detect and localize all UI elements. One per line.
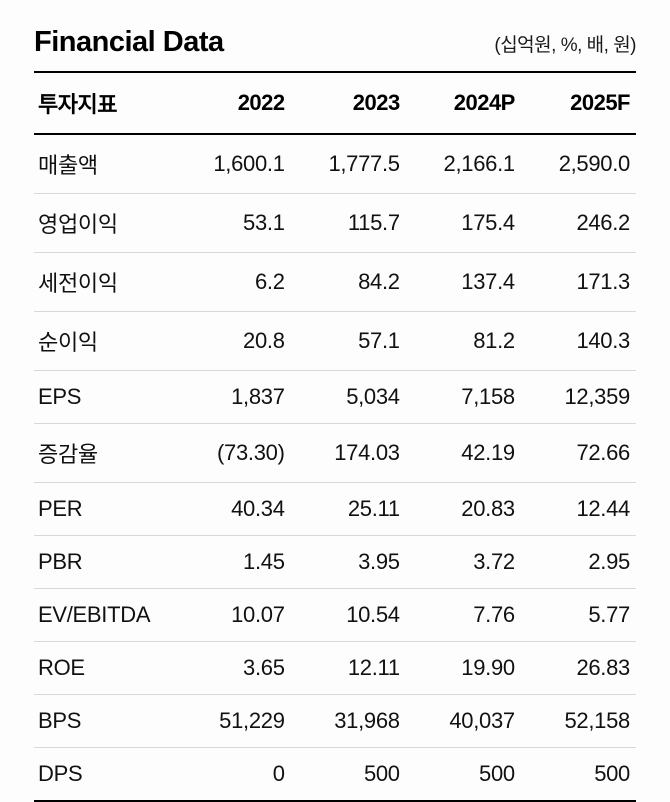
cell-value: 174.03 [290,423,406,483]
table-row: BPS 51,229 31,968 40,037 52,158 [34,694,636,748]
row-label: 증감율 [34,423,176,483]
cell-value: 52,158 [520,694,636,748]
table-row: 매출액 1,600.1 1,777.5 2,166.1 2,590.0 [34,134,636,194]
table-title-row: Financial Data (십억원, %, 배, 원) [34,26,636,71]
cell-value: 84.2 [290,252,406,312]
table-row: 세전이익 6.2 84.2 137.4 171.3 [34,252,636,312]
row-label: ROE [34,641,176,695]
cell-value: 7.76 [405,588,521,642]
cell-value: 2.95 [520,535,636,589]
cell-value: 57.1 [290,311,406,371]
row-label: PER [34,482,176,536]
cell-value: 140.3 [520,311,636,371]
cell-value: 20.8 [175,311,291,371]
cell-value: 6.2 [175,252,291,312]
row-label: DPS [34,747,176,802]
row-label: 매출액 [34,134,176,194]
cell-value: 0 [175,747,291,802]
column-header-year: 2023 [290,72,406,135]
row-label: EV/EBITDA [34,588,176,642]
cell-value: (73.30) [175,423,291,483]
row-label: 영업이익 [34,193,176,253]
row-label: PBR [34,535,176,589]
cell-value: 500 [405,747,521,802]
cell-value: 175.4 [405,193,521,253]
cell-value: 81.2 [405,311,521,371]
table-row: 영업이익 53.1 115.7 175.4 246.2 [34,193,636,253]
table-row: 순이익 20.8 57.1 81.2 140.3 [34,311,636,371]
cell-value: 26.83 [520,641,636,695]
cell-value: 171.3 [520,252,636,312]
cell-value: 3.65 [175,641,291,695]
cell-value: 12.44 [520,482,636,536]
row-label: 세전이익 [34,252,176,312]
cell-value: 19.90 [405,641,521,695]
cell-value: 7,158 [405,370,521,424]
table-row: PBR 1.45 3.95 3.72 2.95 [34,535,636,589]
row-label: BPS [34,694,176,748]
table-row: ROE 3.65 12.11 19.90 26.83 [34,641,636,695]
cell-value: 2,590.0 [520,134,636,194]
cell-value: 40,037 [405,694,521,748]
cell-value: 12.11 [290,641,406,695]
table-head: 투자지표 2022 2023 2024P 2025F [34,72,636,135]
cell-value: 3.95 [290,535,406,589]
cell-value: 51,229 [175,694,291,748]
column-header-year: 2025F [520,72,636,135]
table-row: PER 40.34 25.11 20.83 12.44 [34,482,636,536]
column-header-year: 2024P [405,72,521,135]
cell-value: 500 [290,747,406,802]
cell-value: 1,600.1 [175,134,291,194]
cell-value: 5.77 [520,588,636,642]
column-header-year: 2022 [175,72,291,135]
cell-value: 1.45 [175,535,291,589]
cell-value: 5,034 [290,370,406,424]
table-body: 매출액 1,600.1 1,777.5 2,166.1 2,590.0 영업이익 53.1 1… [34,134,636,802]
row-label: 순이익 [34,311,176,371]
cell-value: 3.72 [405,535,521,589]
cell-value: 72.66 [520,423,636,483]
cell-value: 10.54 [290,588,406,642]
cell-value: 1,837 [175,370,291,424]
cell-value: 20.83 [405,482,521,536]
table-row: EV/EBITDA 10.07 10.54 7.76 5.77 [34,588,636,642]
cell-value: 40.34 [175,482,291,536]
cell-value: 115.7 [290,193,406,253]
unit-note: (십억원, %, 배, 원) [494,35,636,56]
cell-value: 137.4 [405,252,521,312]
table-row: EPS 1,837 5,034 7,158 12,359 [34,370,636,424]
table-row: 증감율 (73.30) 174.03 42.19 72.66 [34,423,636,483]
cell-value: 25.11 [290,482,406,536]
table-header-row: 투자지표 2022 2023 2024P 2025F [34,72,636,135]
cell-value: 31,968 [290,694,406,748]
cell-value: 12,359 [520,370,636,424]
cell-value: 10.07 [175,588,291,642]
cell-value: 2,166.1 [405,134,521,194]
column-header-metric: 투자지표 [34,72,176,135]
cell-value: 42.19 [405,423,521,483]
table-row: DPS 0 500 500 500 [34,747,636,802]
row-label: EPS [34,370,176,424]
cell-value: 500 [520,747,636,802]
page-title: Financial Data [34,26,224,58]
cell-value: 1,777.5 [290,134,406,194]
cell-value: 53.1 [175,193,291,253]
financial-table: 투자지표 2022 2023 2024P 2025F 매출액 1,600.1 1,777.5… [34,71,636,802]
cell-value: 246.2 [520,193,636,253]
